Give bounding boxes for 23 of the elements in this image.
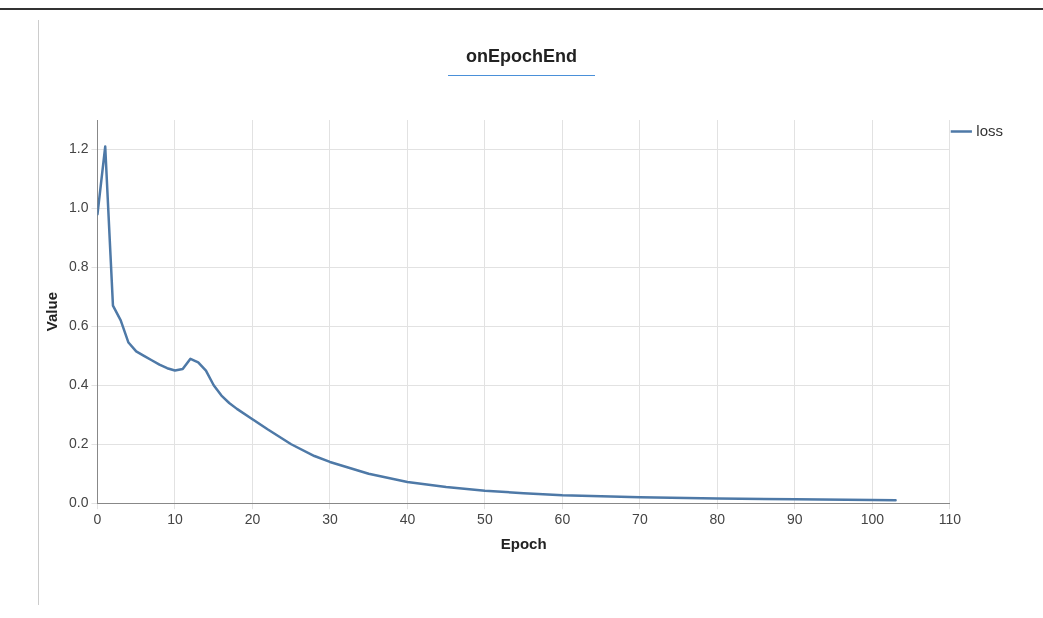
- x-tick-label: 10: [167, 511, 183, 528]
- x-axis-title: Epoch: [500, 535, 547, 553]
- x-tick-label: 20: [244, 511, 261, 528]
- y-tick-label: 0.6: [68, 317, 89, 334]
- y-tick-label: 0.0: [68, 494, 89, 511]
- y-tick-label: 0.4: [68, 376, 89, 393]
- x-tick-label: 50: [477, 511, 493, 528]
- x-tick-label: 80: [709, 511, 726, 528]
- y-tick-label: 1.0: [68, 199, 89, 216]
- x-tick-label: 70: [632, 511, 648, 528]
- x-tick-label: 100: [860, 511, 885, 528]
- x-tick-label: 0: [93, 511, 102, 528]
- x-tick-label: 110: [938, 511, 962, 528]
- legend-label: loss: [976, 121, 1004, 139]
- x-tick-label: 30: [322, 511, 338, 528]
- x-tick-label: 40: [399, 511, 416, 528]
- chart-title: onEpochEnd: [448, 46, 595, 76]
- y-tick-label: 1.2: [68, 140, 89, 157]
- y-axis-title: Value: [43, 292, 61, 332]
- y-tick-label: 0.2: [68, 435, 89, 452]
- x-tick-label: 90: [787, 511, 803, 528]
- y-tick-label: 0.8: [68, 258, 89, 275]
- x-tick-label: 60: [554, 511, 571, 528]
